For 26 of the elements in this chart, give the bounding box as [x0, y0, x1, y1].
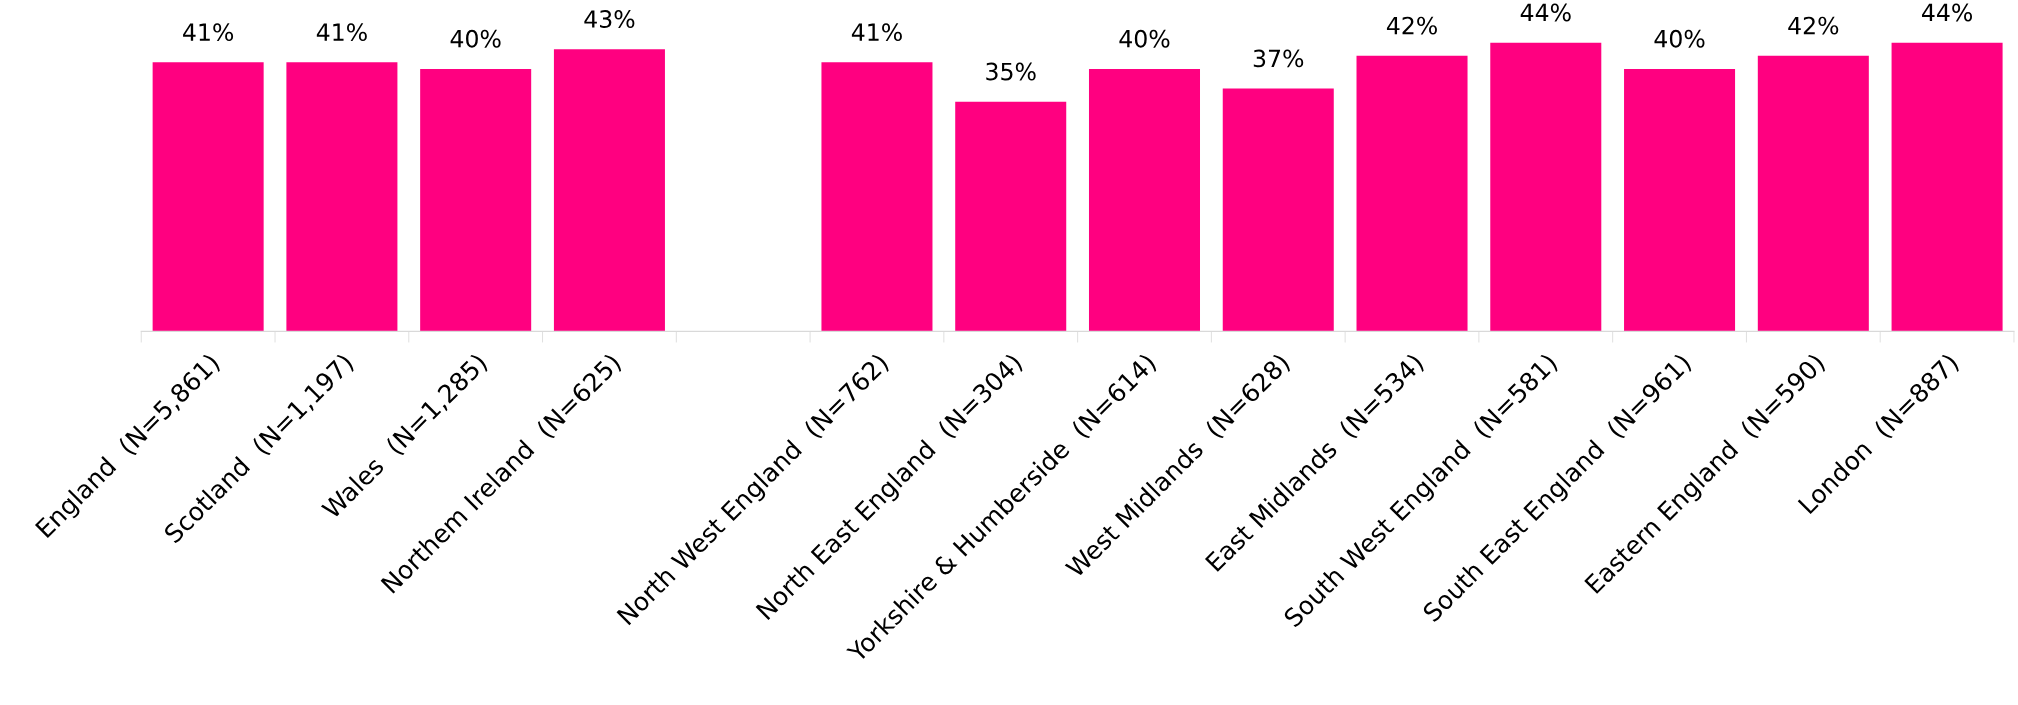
data-label: 35%: [986, 62, 1036, 81]
bar: [821, 62, 933, 332]
bar: [152, 62, 264, 332]
data-label: 41%: [183, 23, 234, 42]
data-label: 43%: [584, 10, 635, 28]
data-label: 42%: [1788, 16, 1839, 35]
data-label: 40%: [1654, 29, 1705, 48]
bar: [955, 101, 1067, 332]
data-label: 42%: [1386, 16, 1437, 35]
bar: [1356, 55, 1468, 332]
data-label: 44%: [1520, 3, 1571, 22]
data-label: 44%: [1922, 3, 1973, 22]
bar: [286, 62, 398, 332]
bar: [553, 49, 665, 332]
bar: [1490, 42, 1602, 332]
data-label: 40%: [1119, 29, 1170, 48]
data-label: 41%: [316, 23, 367, 42]
bar: [1891, 42, 2003, 332]
bar: [1088, 68, 1201, 332]
data-label: 37%: [1253, 49, 1304, 68]
data-label: 41%: [851, 23, 902, 42]
bar: [1222, 88, 1334, 332]
bar: [1624, 68, 1736, 332]
bar: [1757, 55, 1869, 332]
data-label: 40%: [450, 29, 501, 48]
bar: [420, 68, 532, 332]
